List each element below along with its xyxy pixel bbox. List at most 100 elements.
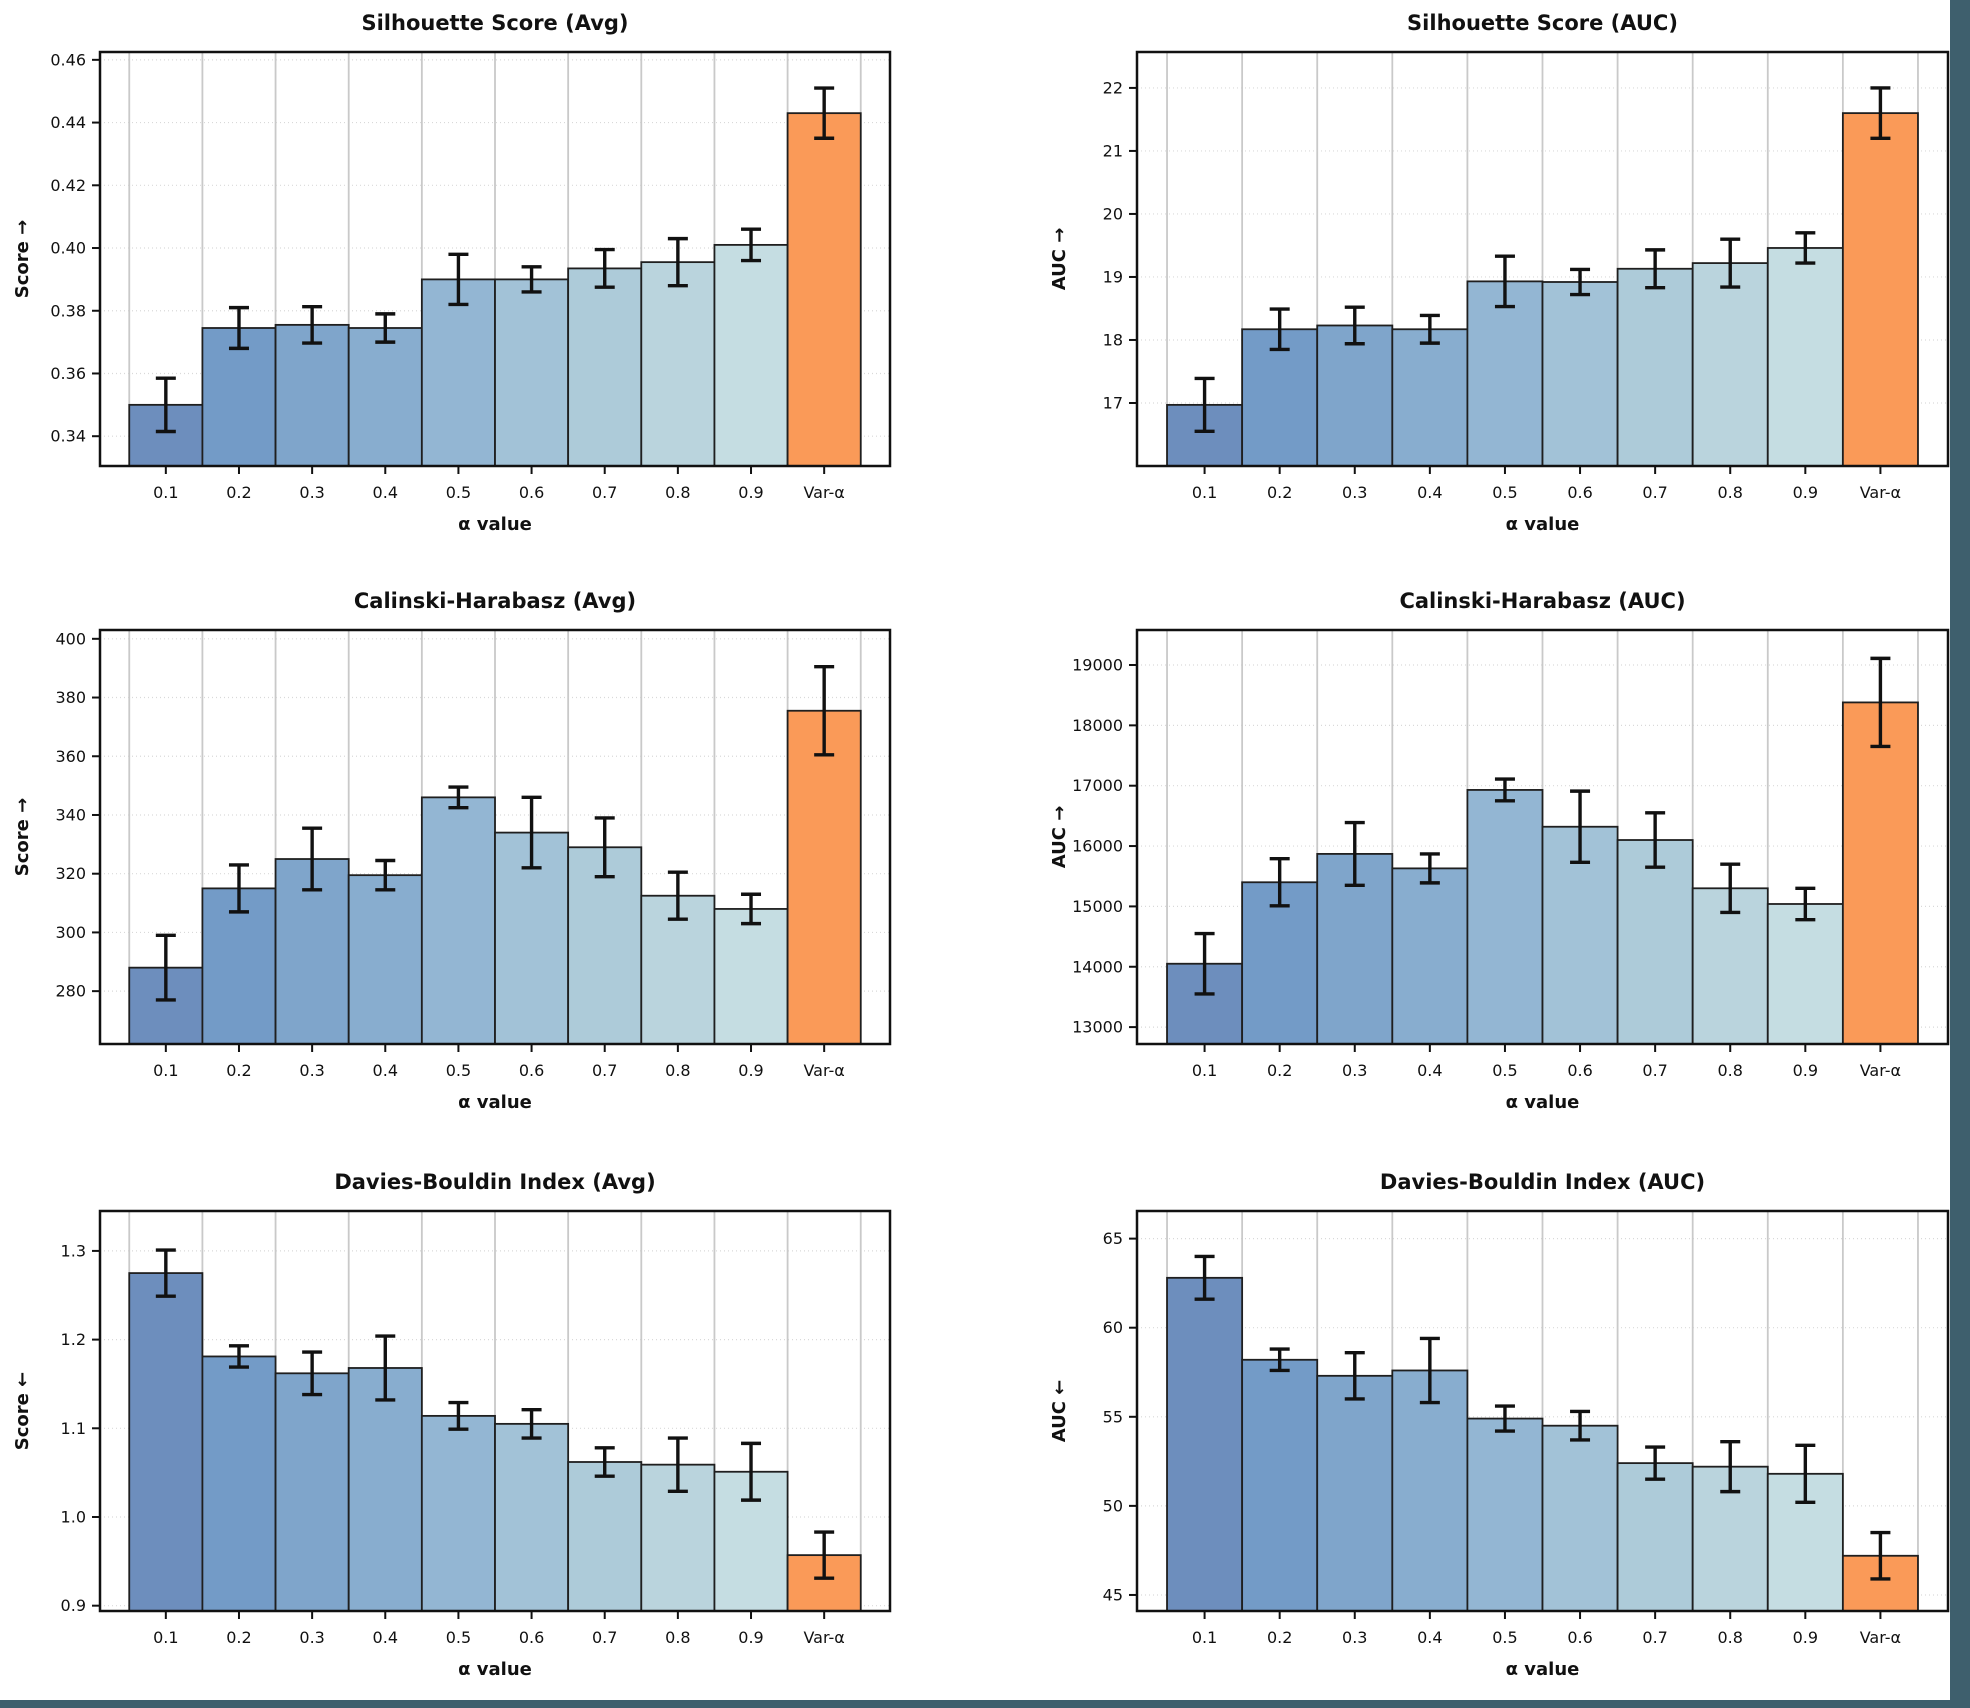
x-tick-label: 0.2 [1267, 1061, 1292, 1080]
bar-0.7 [1616, 839, 1694, 1045]
x-axis-label: α value [1506, 1659, 1580, 1680]
chart-calinski-avg: 0.1 0.2 0.3 0.4 0.5 0.6 0.7 0.8 0.9 Var-α 280 300 32… [0, 566, 975, 1132]
bar-0.3 [1316, 1374, 1394, 1612]
bar-0.4 [347, 327, 423, 467]
error-bar-0.9 [741, 892, 762, 926]
bar-0.5 [420, 796, 496, 1045]
bar-0.1 [128, 1272, 204, 1612]
bar-0.2 [201, 327, 277, 467]
error-bar-0.7 [594, 247, 615, 289]
x-tick-label: 0.1 [153, 483, 178, 502]
x-tick-label: 0.6 [519, 1061, 544, 1080]
x-axis-label: α value [458, 1092, 532, 1113]
x-tick-label: Var-α [803, 1061, 844, 1080]
error-bar-0.8 [667, 236, 688, 288]
bar-0.6 [494, 1422, 570, 1612]
bar-0.2 [201, 1355, 277, 1612]
y-tick-label: 13000 [1072, 1018, 1123, 1037]
y-tick-label: 1.0 [61, 1507, 86, 1526]
x-tick-label: 0.2 [1267, 483, 1292, 502]
error-bar-0.7 [1645, 248, 1666, 290]
y-tick-label: 19000 [1072, 656, 1123, 675]
error-bar-0.8 [667, 870, 688, 921]
bar-Var-α [1841, 701, 1919, 1045]
error-bar-0.3 [302, 1350, 323, 1397]
x-tick-label: 0.1 [1192, 1061, 1217, 1080]
y-tick-label: 0.38 [50, 301, 86, 320]
error-bar-0.9 [741, 1441, 762, 1502]
error-bar-0.5 [1494, 1404, 1515, 1433]
bar-0.3 [1316, 324, 1394, 467]
y-tick-label: 0.40 [50, 239, 86, 258]
error-bar-Var-α [814, 665, 835, 757]
error-bar-Var-α [1870, 656, 1891, 749]
bar-0.6 [1541, 281, 1619, 467]
error-bar-0.3 [1344, 820, 1365, 887]
bar-Var-α [786, 112, 862, 467]
x-tick-label: 0.8 [1718, 1628, 1743, 1647]
x-tick-label: 0.3 [299, 483, 324, 502]
y-axis-label: AUC → [1049, 806, 1070, 869]
x-tick-label: 0.1 [153, 1628, 178, 1647]
chart-svg-davies-bouldin-auc: 0.1 0.2 0.3 0.4 0.5 0.6 0.7 0.8 0.9 Var-α 45 50 55 60… [1049, 1170, 1950, 1680]
y-axis-label: AUC → [1049, 228, 1070, 291]
x-tick-label: 0.5 [1492, 483, 1517, 502]
bar-0.5 [1466, 789, 1544, 1045]
x-tick-label: 0.8 [1718, 1061, 1743, 1080]
x-tick-label: Var-α [1860, 1628, 1901, 1647]
error-bar-Var-α [814, 1530, 835, 1580]
error-bar-0.2 [228, 863, 249, 914]
y-tick-label: 1.2 [61, 1330, 86, 1349]
error-bar-0.6 [521, 795, 542, 870]
y-tick-label: 19 [1103, 267, 1123, 286]
plot-area [98, 50, 892, 468]
plot-area [1135, 1209, 1950, 1613]
bar-0.3 [274, 323, 350, 467]
bar-0.7 [567, 267, 643, 467]
error-bar-0.3 [1344, 1350, 1365, 1401]
y-tick-label: 50 [1103, 1496, 1123, 1515]
y-axis-label: Score ← [12, 1372, 33, 1450]
y-tick-label: 16000 [1072, 837, 1123, 856]
error-bar-0.1 [155, 933, 176, 1002]
error-bar-0.8 [1720, 237, 1741, 289]
error-bar-0.9 [1795, 886, 1816, 922]
bar-0.3 [274, 1372, 350, 1612]
y-tick-label: 300 [55, 923, 86, 942]
x-tick-label: 0.8 [665, 1628, 690, 1647]
x-tick-label: 0.9 [738, 483, 763, 502]
y-axis-label: AUC ← [1049, 1380, 1070, 1443]
x-tick-label: 0.5 [446, 1061, 471, 1080]
x-tick-label: 0.2 [226, 483, 251, 502]
y-tick-label: 60 [1103, 1318, 1123, 1337]
y-tick-label: 65 [1103, 1229, 1123, 1248]
plot-area [98, 1209, 892, 1613]
y-tick-label: 0.42 [50, 176, 86, 195]
bar-0.4 [1391, 867, 1469, 1045]
error-bar-0.9 [1795, 1443, 1816, 1505]
error-bar-0.4 [1419, 852, 1440, 885]
y-tick-label: 340 [55, 805, 86, 824]
y-tick-label: 55 [1103, 1407, 1123, 1426]
x-tick-label: 0.9 [738, 1061, 763, 1080]
x-tick-label: 0.1 [1192, 1628, 1217, 1647]
error-bar-0.8 [667, 1436, 688, 1493]
chart-title: Calinski-Harabasz (AUC) [1399, 589, 1685, 613]
x-tick-label: 0.5 [446, 483, 471, 502]
x-tick-label: 0.2 [226, 1628, 251, 1647]
x-tick-label: 0.2 [226, 1061, 251, 1080]
error-bar-0.5 [448, 785, 469, 810]
x-tick-label: 0.3 [1342, 1061, 1367, 1080]
bar-Var-α [1841, 112, 1919, 467]
error-bar-0.7 [1645, 1445, 1666, 1481]
error-bar-0.5 [1494, 254, 1515, 309]
x-tick-label: 0.4 [1417, 1628, 1442, 1647]
bar-0.8 [1691, 887, 1769, 1045]
error-bar-0.7 [1645, 811, 1666, 869]
error-bar-0.4 [375, 1334, 396, 1402]
error-bar-0.1 [155, 1248, 176, 1298]
x-tick-label: 0.6 [519, 483, 544, 502]
y-tick-label: 380 [55, 688, 86, 707]
x-tick-label: 0.9 [1793, 1061, 1818, 1080]
error-bar-0.3 [302, 826, 323, 892]
